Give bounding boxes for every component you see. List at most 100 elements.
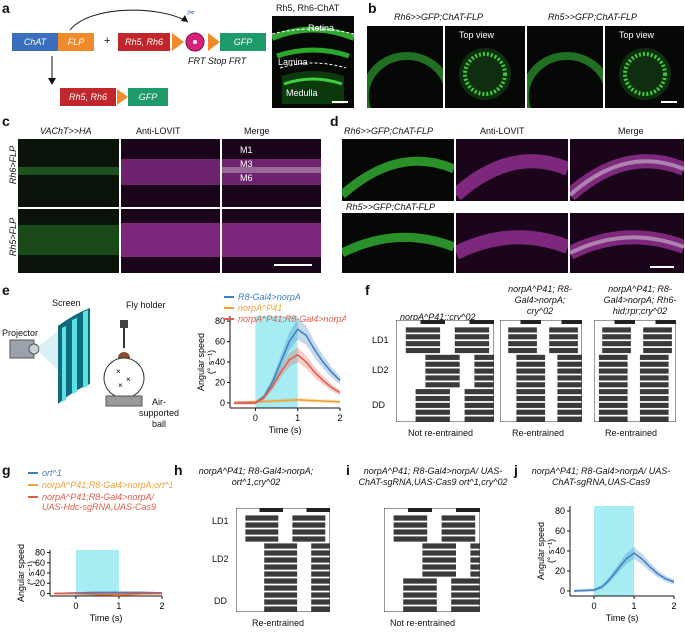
activity-bout xyxy=(639,375,669,381)
dark-bar xyxy=(469,320,494,324)
activity-bout xyxy=(557,402,587,408)
b-genotype-2: Rh5>>GFP;ChAT-FLP xyxy=(548,12,638,22)
activity-bout xyxy=(470,571,504,577)
activity-bout xyxy=(403,585,437,591)
activity-bout xyxy=(393,522,428,528)
series-line xyxy=(573,552,675,592)
f-dd-label: DD xyxy=(372,400,385,410)
activity-bout xyxy=(292,522,326,528)
activity-bout xyxy=(470,550,504,556)
activity-bout xyxy=(264,585,298,591)
activity-bout xyxy=(405,334,441,340)
activity-bout xyxy=(557,382,587,388)
activity-bout xyxy=(403,599,437,605)
activity-bout xyxy=(415,402,450,408)
y-tick-label: 60 xyxy=(35,558,45,568)
y-axis-unit: (° s⁻¹) xyxy=(26,561,36,585)
b-image-2: Top view xyxy=(445,26,525,108)
x-tick-label: 0 xyxy=(73,601,78,611)
activity-bout xyxy=(516,402,546,408)
d-col-2: Anti-LOVIT xyxy=(480,126,525,136)
b-image-1 xyxy=(367,26,443,108)
activity-bout xyxy=(508,347,537,354)
activity-bout xyxy=(245,515,279,521)
y-tick-label: 20 xyxy=(555,566,565,576)
activity-bout xyxy=(454,347,490,354)
gfp-gene-box: GFP xyxy=(220,33,266,51)
actogram-f3 xyxy=(593,319,677,423)
b-top-view-2: Top view xyxy=(619,30,655,40)
activity-bout xyxy=(549,341,578,347)
activity-bout xyxy=(470,564,504,570)
b-top-view-1: Top view xyxy=(459,30,495,40)
stimulus-window xyxy=(594,506,634,596)
screen-icon xyxy=(58,308,90,404)
activity-bout xyxy=(643,347,672,354)
fly-holder-icon xyxy=(120,320,128,328)
activity-bout xyxy=(598,409,628,415)
activity-bout xyxy=(403,578,437,584)
activity-bout xyxy=(516,382,546,388)
activity-bout xyxy=(508,334,537,340)
activity-bout xyxy=(311,578,345,584)
retina-label: Retina xyxy=(308,23,335,33)
dark-bar xyxy=(259,508,283,512)
panel-i-label: i xyxy=(346,462,350,478)
x-tick-label: 1 xyxy=(295,413,300,423)
h-dd-label: DD xyxy=(214,596,227,606)
activity-bout xyxy=(598,354,628,360)
activity-bout xyxy=(264,578,298,584)
activity-bout xyxy=(393,515,428,521)
activity-bout xyxy=(292,515,326,521)
activity-bout xyxy=(311,592,345,598)
activity-bout xyxy=(264,543,298,549)
chat-gene-box: ChAT xyxy=(12,33,58,51)
series-line xyxy=(54,592,162,595)
activity-bout xyxy=(454,341,490,347)
activity-bout xyxy=(464,395,499,402)
activity-bout xyxy=(516,375,546,381)
activity-bout xyxy=(557,375,587,381)
activity-bout xyxy=(405,327,441,333)
x-axis-label: Time (s) xyxy=(606,613,639,623)
activity-bout xyxy=(508,341,537,347)
panel-g-label: g xyxy=(2,462,11,478)
e-projector-label: Projector xyxy=(2,328,39,338)
legend-label: ort^1 xyxy=(42,468,62,478)
legend-label: UAS-Hdc-sgRNA,UAS-Cas9 xyxy=(42,502,156,512)
f-genotype-1: norpA^P41;;cry^02 xyxy=(400,312,476,322)
activity-bout xyxy=(470,557,504,563)
x-tick-label: 0 xyxy=(253,413,258,423)
activity-bout xyxy=(311,550,345,556)
i-genotype: norpA^P41; R8-Gal4>norpA/ UAS-ChAT-sgRNA… xyxy=(358,466,508,487)
h-ld1-label: LD1 xyxy=(212,516,229,526)
recombination-arrows xyxy=(48,9,189,85)
scissors-icon: ✂ xyxy=(186,8,195,19)
activity-bout xyxy=(470,543,504,549)
f-genotype-3: norpA^P41; R8-Gal4>norpA; Rh6-hid;rpr;cr… xyxy=(603,284,677,316)
legend-label: norpA^P41;R8-Gal4>norpA;ort^1 xyxy=(42,480,172,490)
activity-bout xyxy=(451,578,485,584)
e-fly-holder-label: Fly holder xyxy=(126,300,166,310)
activity-bout xyxy=(639,395,669,402)
rh-promoter-box: Rh5, Rh6 xyxy=(118,33,170,51)
y-tick-label: 20 xyxy=(35,578,45,588)
actogram-f1 xyxy=(395,319,509,423)
x-tick-label: 1 xyxy=(631,601,636,611)
y-tick-label: 80 xyxy=(35,548,45,558)
h-result: Re-entrained xyxy=(252,618,305,628)
b-genotype-1: Rh6>>GFP;ChAT-FLP xyxy=(394,12,484,22)
actogram-f2 xyxy=(499,319,587,423)
activity-bout xyxy=(598,361,628,367)
plus-sign: + xyxy=(104,35,111,47)
activity-bout xyxy=(292,529,326,535)
d-genotype-2: Rh5>>GFP;ChAT-FLP xyxy=(346,202,436,212)
c-col-3: Merge xyxy=(244,126,270,136)
activity-bout xyxy=(474,375,509,381)
activity-bout xyxy=(405,341,441,347)
activity-bout xyxy=(557,389,587,395)
f-ld2-label: LD2 xyxy=(372,365,389,375)
x-axis-label: Time (s) xyxy=(90,613,123,623)
dark-bar xyxy=(614,320,635,324)
